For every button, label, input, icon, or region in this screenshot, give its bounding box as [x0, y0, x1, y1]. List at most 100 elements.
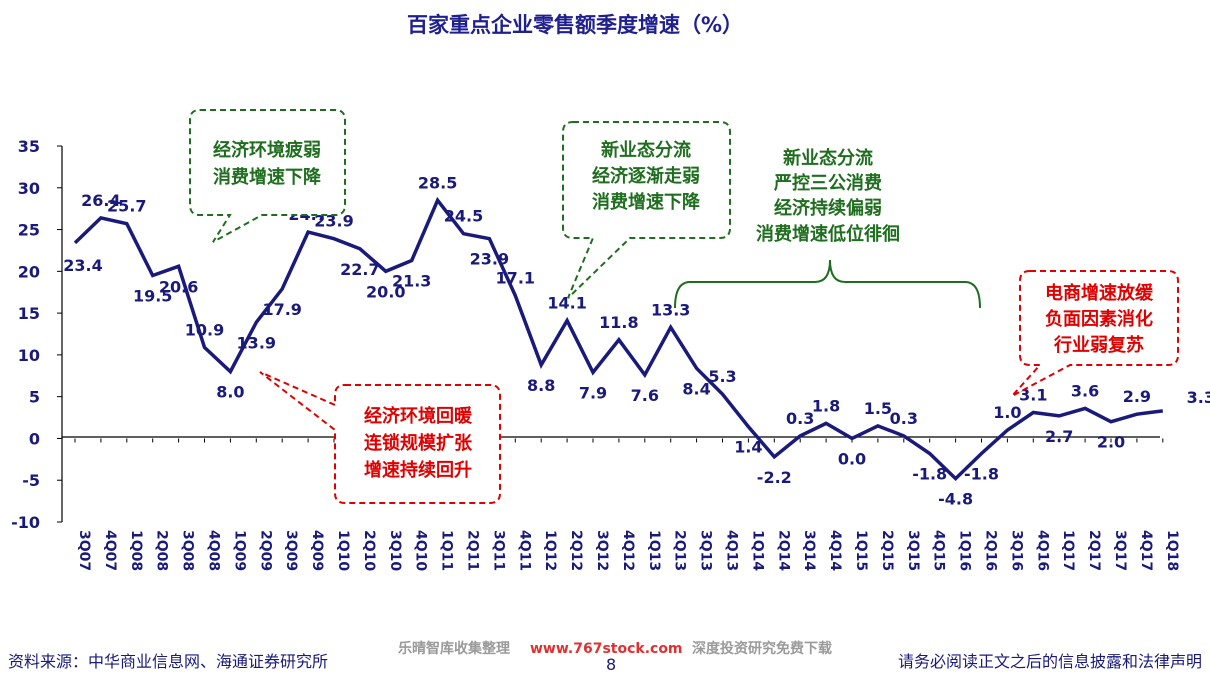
data-label: -1.8	[964, 465, 999, 484]
data-label: 23.4	[63, 256, 102, 275]
x-tick-label: 1Q09	[231, 530, 247, 571]
y-tick-label: -5	[22, 471, 40, 490]
annotation-text: 负面因素消化	[1045, 308, 1153, 330]
annotation-text: 连锁规模扩张	[364, 432, 473, 454]
x-tick-label: 4Q07	[102, 530, 118, 571]
x-tick-label: 1Q16	[957, 530, 973, 571]
source-note: 资料来源：中华商业信息网、海通证券研究所	[8, 652, 328, 671]
y-tick-label: 15	[18, 304, 40, 323]
data-label: 1.0	[993, 403, 1021, 422]
data-label: 13.3	[651, 300, 690, 319]
y-tick-label: 35	[18, 137, 40, 156]
data-label: 8.0	[216, 383, 244, 402]
x-tick-label: 4Q10	[413, 530, 429, 571]
data-label: 2.7	[1045, 427, 1073, 446]
x-tick-label: 3Q08	[180, 530, 196, 571]
x-tick-label: 1Q12	[542, 530, 558, 571]
x-tick-label: 1Q18	[1164, 530, 1180, 571]
page-number: 8	[606, 655, 616, 674]
data-label: 13.9	[237, 333, 276, 352]
data-label: 1.8	[812, 396, 840, 415]
y-tick-label: 30	[18, 179, 40, 198]
x-tick-label: 2Q14	[775, 530, 791, 571]
data-label: 19.5	[133, 287, 172, 306]
x-tick-label: 4Q11	[516, 530, 532, 571]
annotation-text: 电商增速放缓	[1045, 282, 1154, 304]
annotation-low-growth: 新业态分流 严控三公消费 经济持续偏弱 消费增速低位徘徊	[674, 147, 981, 309]
watermark-left: 乐晴智库收集整理	[398, 640, 510, 657]
x-tick-label: 3Q07	[76, 530, 92, 571]
x-tick-label: 2Q13	[672, 530, 688, 571]
x-tick-label: 1Q11	[439, 530, 455, 571]
data-label: 23.9	[470, 250, 509, 269]
annotation-text: 新业态分流	[601, 139, 691, 161]
x-tick-label: 1Q13	[646, 530, 662, 571]
data-label: 24.5	[444, 207, 483, 226]
annotation-text: 增速持续回升	[364, 459, 472, 481]
x-tick-label: 3Q15	[905, 530, 921, 571]
x-tick-label: 2Q16	[983, 530, 999, 571]
annotation-text: 行业弱复苏	[1053, 334, 1144, 356]
data-label: -1.8	[912, 465, 947, 484]
annotation-text: 消费增速下降	[213, 166, 322, 188]
x-tick-label: 4Q12	[620, 530, 636, 571]
data-label: 20.0	[366, 282, 405, 301]
x-tick-label: 3Q09	[283, 530, 299, 571]
data-label: 0.3	[890, 409, 918, 428]
annotation-text: 严控三公消费	[774, 172, 882, 194]
x-tick-label: 3Q17	[1112, 530, 1128, 571]
data-label: 20.6	[159, 277, 198, 296]
annotation-text: 经济持续偏弱	[774, 197, 882, 219]
annotation-text: 经济环境疲弱	[213, 139, 321, 161]
data-label: 25.7	[107, 197, 146, 216]
data-label: 10.9	[185, 320, 224, 339]
data-label: 3.6	[1071, 381, 1099, 400]
x-tick-label: 4Q13	[724, 530, 740, 571]
data-label: 17.9	[262, 300, 301, 319]
data-label: 8.8	[527, 376, 555, 395]
y-tick-label: 20	[18, 262, 40, 281]
x-tick-label: 3Q10	[387, 530, 403, 571]
data-label: 14.1	[547, 294, 586, 313]
y-tick-label: 10	[18, 346, 40, 365]
data-label: 2.9	[1123, 387, 1151, 406]
x-tick-label: 1Q10	[335, 530, 351, 571]
x-tick-label: 2Q10	[361, 530, 377, 571]
data-label: 11.8	[599, 313, 638, 332]
data-label: 1.5	[864, 399, 892, 418]
x-tick-label: 3Q12	[594, 530, 610, 571]
x-tick-label: 4Q08	[206, 530, 222, 571]
x-tick-label: 4Q16	[1034, 530, 1050, 571]
x-tick-label: 2Q17	[1086, 530, 1102, 571]
data-label: 8.4	[682, 379, 710, 398]
annotation-text: 新业态分流	[783, 147, 873, 169]
annotation-ecommerce: 电商增速放缓 负面因素消化 行业弱复苏	[1011, 270, 1179, 397]
data-label: 1.4	[734, 438, 762, 457]
x-tick-label: 1Q17	[1060, 530, 1076, 571]
data-label: -4.8	[938, 490, 973, 509]
y-tick-label: 25	[18, 221, 40, 240]
x-tick-label: 2Q09	[257, 530, 273, 571]
y-tick-label: -10	[11, 513, 40, 532]
y-ticks: 35 30 25 20 15 10 5 0 -5 -10	[11, 137, 62, 532]
data-label: 23.9	[314, 212, 353, 231]
watermark-url: www.767stock.com	[530, 641, 683, 657]
x-tick-label: 2Q15	[879, 530, 895, 571]
annotation-recovery: 经济环境回暖 连锁规模扩张 增速持续回升	[259, 371, 501, 504]
x-tick-label: 3Q16	[1008, 530, 1024, 571]
x-ticks: 3Q07 4Q07 1Q08 2Q08 3Q08 4Q08 1Q09 2Q09 3Q09 4Q09…	[74, 438, 1180, 571]
series-line	[73, 196, 1164, 482]
data-label: 7.9	[579, 383, 607, 402]
data-label: 17.1	[496, 269, 535, 288]
data-label: 26.4	[81, 191, 120, 210]
x-tick-label: 1Q15	[853, 530, 869, 571]
x-tick-label: 2Q11	[465, 530, 481, 571]
x-tick-label: 1Q08	[128, 530, 144, 571]
x-tick-label: 2Q12	[568, 530, 584, 571]
data-label: 3.1	[1019, 386, 1047, 405]
chart-title: 百家重点企业零售额季度增速（%）	[407, 13, 743, 37]
data-label: 21.3	[392, 272, 431, 291]
annotation-text: 经济环境回暖	[364, 405, 473, 427]
x-tick-label: 4Q14	[827, 530, 843, 571]
